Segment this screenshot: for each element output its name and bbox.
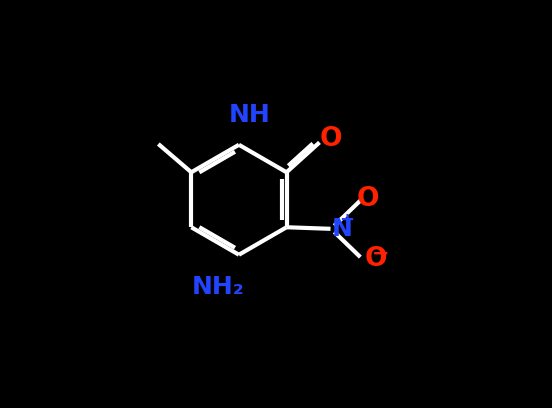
Text: NH: NH [229, 104, 271, 127]
Text: O: O [319, 126, 342, 152]
Text: +: + [339, 211, 354, 229]
Text: N: N [331, 217, 352, 241]
Text: O: O [365, 246, 388, 272]
Text: O: O [357, 186, 379, 212]
Text: NH₂: NH₂ [192, 275, 245, 299]
Text: −: − [372, 243, 390, 263]
